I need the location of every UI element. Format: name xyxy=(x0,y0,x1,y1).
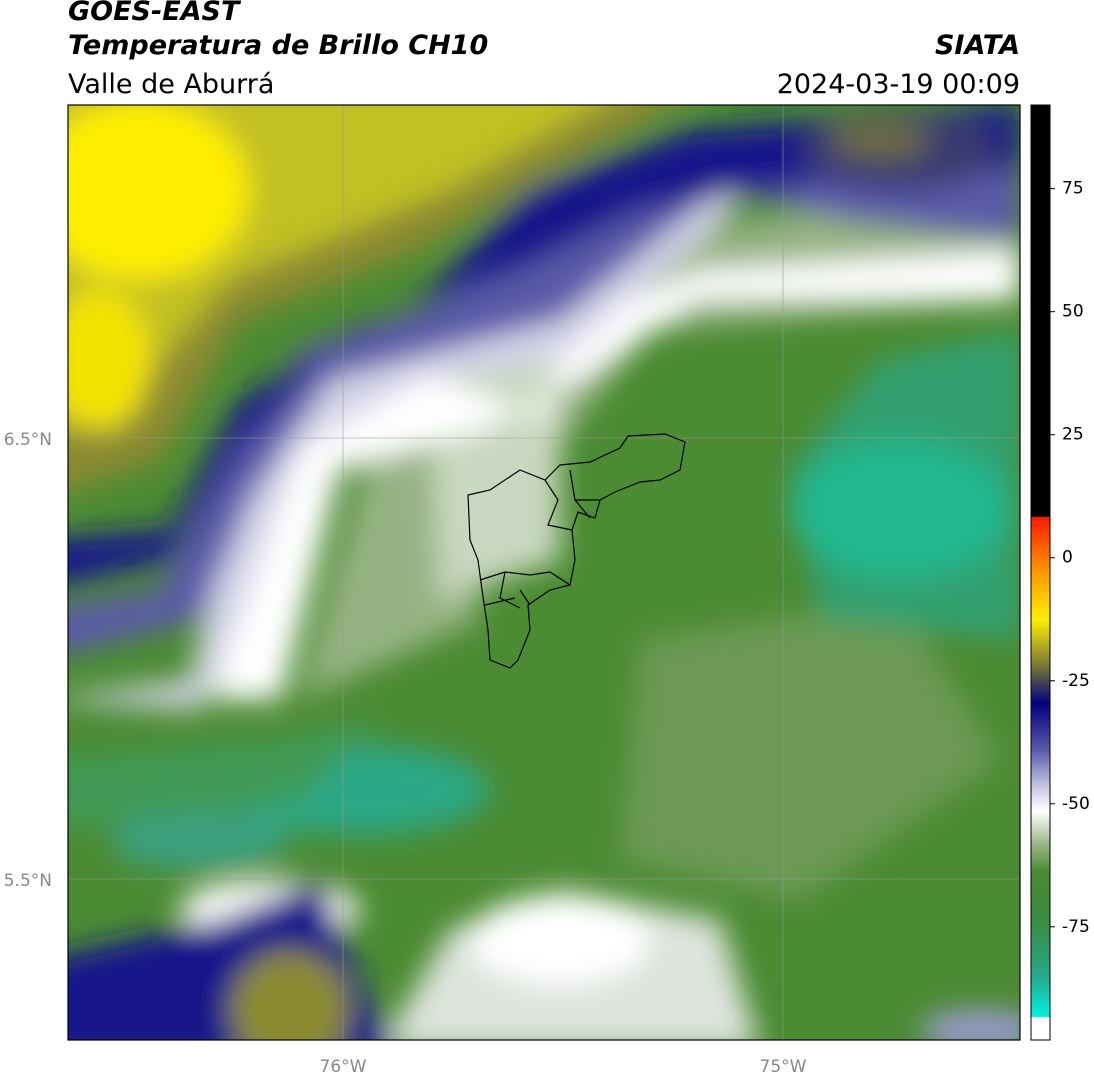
colorbar-tick-label: -75 xyxy=(1062,917,1090,937)
municipality-line xyxy=(479,571,571,609)
colorbar-tick-label: 25 xyxy=(1062,425,1084,445)
valle-de-aburra-boundary xyxy=(467,433,686,669)
satellite-image xyxy=(68,105,1020,1040)
datetime: 2024-03-19 00:09 xyxy=(777,69,1020,100)
region: Valle de Aburrá xyxy=(68,69,274,100)
colorbar-ticks: 75 50 25 0 -25 -50 -75 xyxy=(1050,179,1090,937)
lon-label: 75°W xyxy=(760,1057,807,1077)
colorbar-tick-label: 0 xyxy=(1062,548,1073,568)
title: GOES-EAST xyxy=(68,0,242,27)
colorbar-tick-label: 50 xyxy=(1062,302,1084,322)
outer-boundary xyxy=(467,433,686,669)
lat-label: 6.5°N xyxy=(4,430,52,450)
map-frame xyxy=(67,104,1021,1041)
colorbar-tick-label: -25 xyxy=(1062,671,1090,691)
municipality-line xyxy=(544,479,573,531)
municipality-line xyxy=(569,469,600,519)
lat-label: 5.5°N xyxy=(4,871,52,891)
graticule xyxy=(68,105,1020,1040)
colorbar-tick-label: 75 xyxy=(1062,179,1084,199)
source: SIATA xyxy=(935,30,1020,61)
colorbar xyxy=(1030,104,1051,1041)
colorbar-tick-label: -50 xyxy=(1062,794,1090,814)
subtitle: Temperatura de Brillo CH10 xyxy=(68,30,488,61)
lon-label: 76°W xyxy=(320,1057,367,1077)
